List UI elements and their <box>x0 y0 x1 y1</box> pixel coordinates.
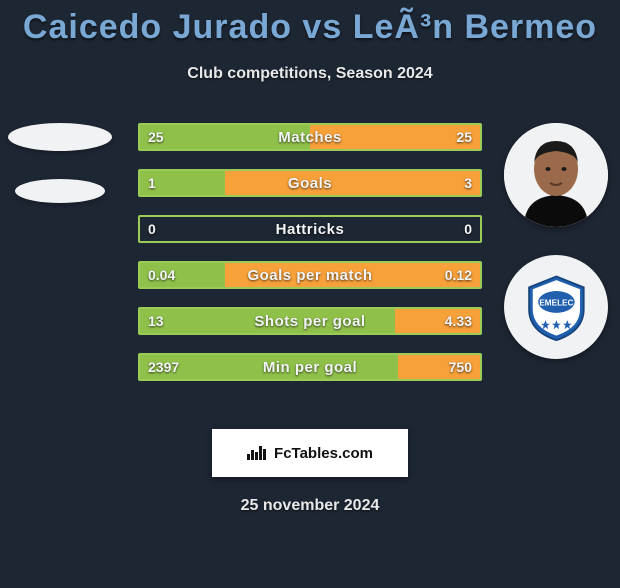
player-face-icon <box>504 123 608 227</box>
stat-value-right: 3 <box>456 171 480 195</box>
stat-label: Matches <box>140 125 480 149</box>
club-crest-icon: EMELEC <box>520 271 593 344</box>
credit-box: FcTables.com <box>212 429 408 477</box>
stat-value-right: 0 <box>456 217 480 241</box>
stat-value-right: 25 <box>448 125 480 149</box>
stat-value-left: 0 <box>140 217 164 241</box>
stat-label: Goals per match <box>140 263 480 287</box>
stat-label: Min per goal <box>140 355 480 379</box>
stat-row: Matches25 25 <box>138 123 482 151</box>
right-player-avatar <box>504 123 608 227</box>
page-title: Caicedo Jurado vs LeÃ³n Bermeo <box>0 8 620 47</box>
svg-text:EMELEC: EMELEC <box>539 298 573 307</box>
stat-row: Shots per goal13 4.33 <box>138 307 482 335</box>
stat-row: Goals per match0.04 0.12 <box>138 261 482 289</box>
left-avatar-column <box>0 123 120 203</box>
stat-row: Min per goal2397 750 <box>138 353 482 381</box>
stat-label: Goals <box>140 171 480 195</box>
left-club-crest-placeholder <box>15 179 105 203</box>
stat-value-right: 0.12 <box>437 263 480 287</box>
stat-value-left: 0.04 <box>140 263 183 287</box>
stat-row: Goals1 3 <box>138 169 482 197</box>
right-avatar-column: EMELEC <box>496 123 616 359</box>
credit-text: FcTables.com <box>274 445 373 462</box>
stat-row: Hattricks0 0 <box>138 215 482 243</box>
page-subtitle: Club competitions, Season 2024 <box>0 65 620 83</box>
stat-value-left: 13 <box>140 309 172 333</box>
stat-value-left: 25 <box>140 125 172 149</box>
stat-value-left: 1 <box>140 171 164 195</box>
stat-value-right: 750 <box>441 355 480 379</box>
stat-value-right: 4.33 <box>437 309 480 333</box>
date-line: 25 november 2024 <box>0 497 620 515</box>
right-club-crest: EMELEC <box>504 255 608 359</box>
stat-bars: Matches2525Goals13Hattricks00Goals per m… <box>138 123 482 381</box>
stat-label: Hattricks <box>140 217 480 241</box>
stat-value-left: 2397 <box>140 355 187 379</box>
credit-logo-icon <box>247 446 266 460</box>
stat-label: Shots per goal <box>140 309 480 333</box>
left-player-avatar-placeholder <box>8 123 112 151</box>
comparison-stage: Matches2525Goals13Hattricks00Goals per m… <box>0 123 620 403</box>
